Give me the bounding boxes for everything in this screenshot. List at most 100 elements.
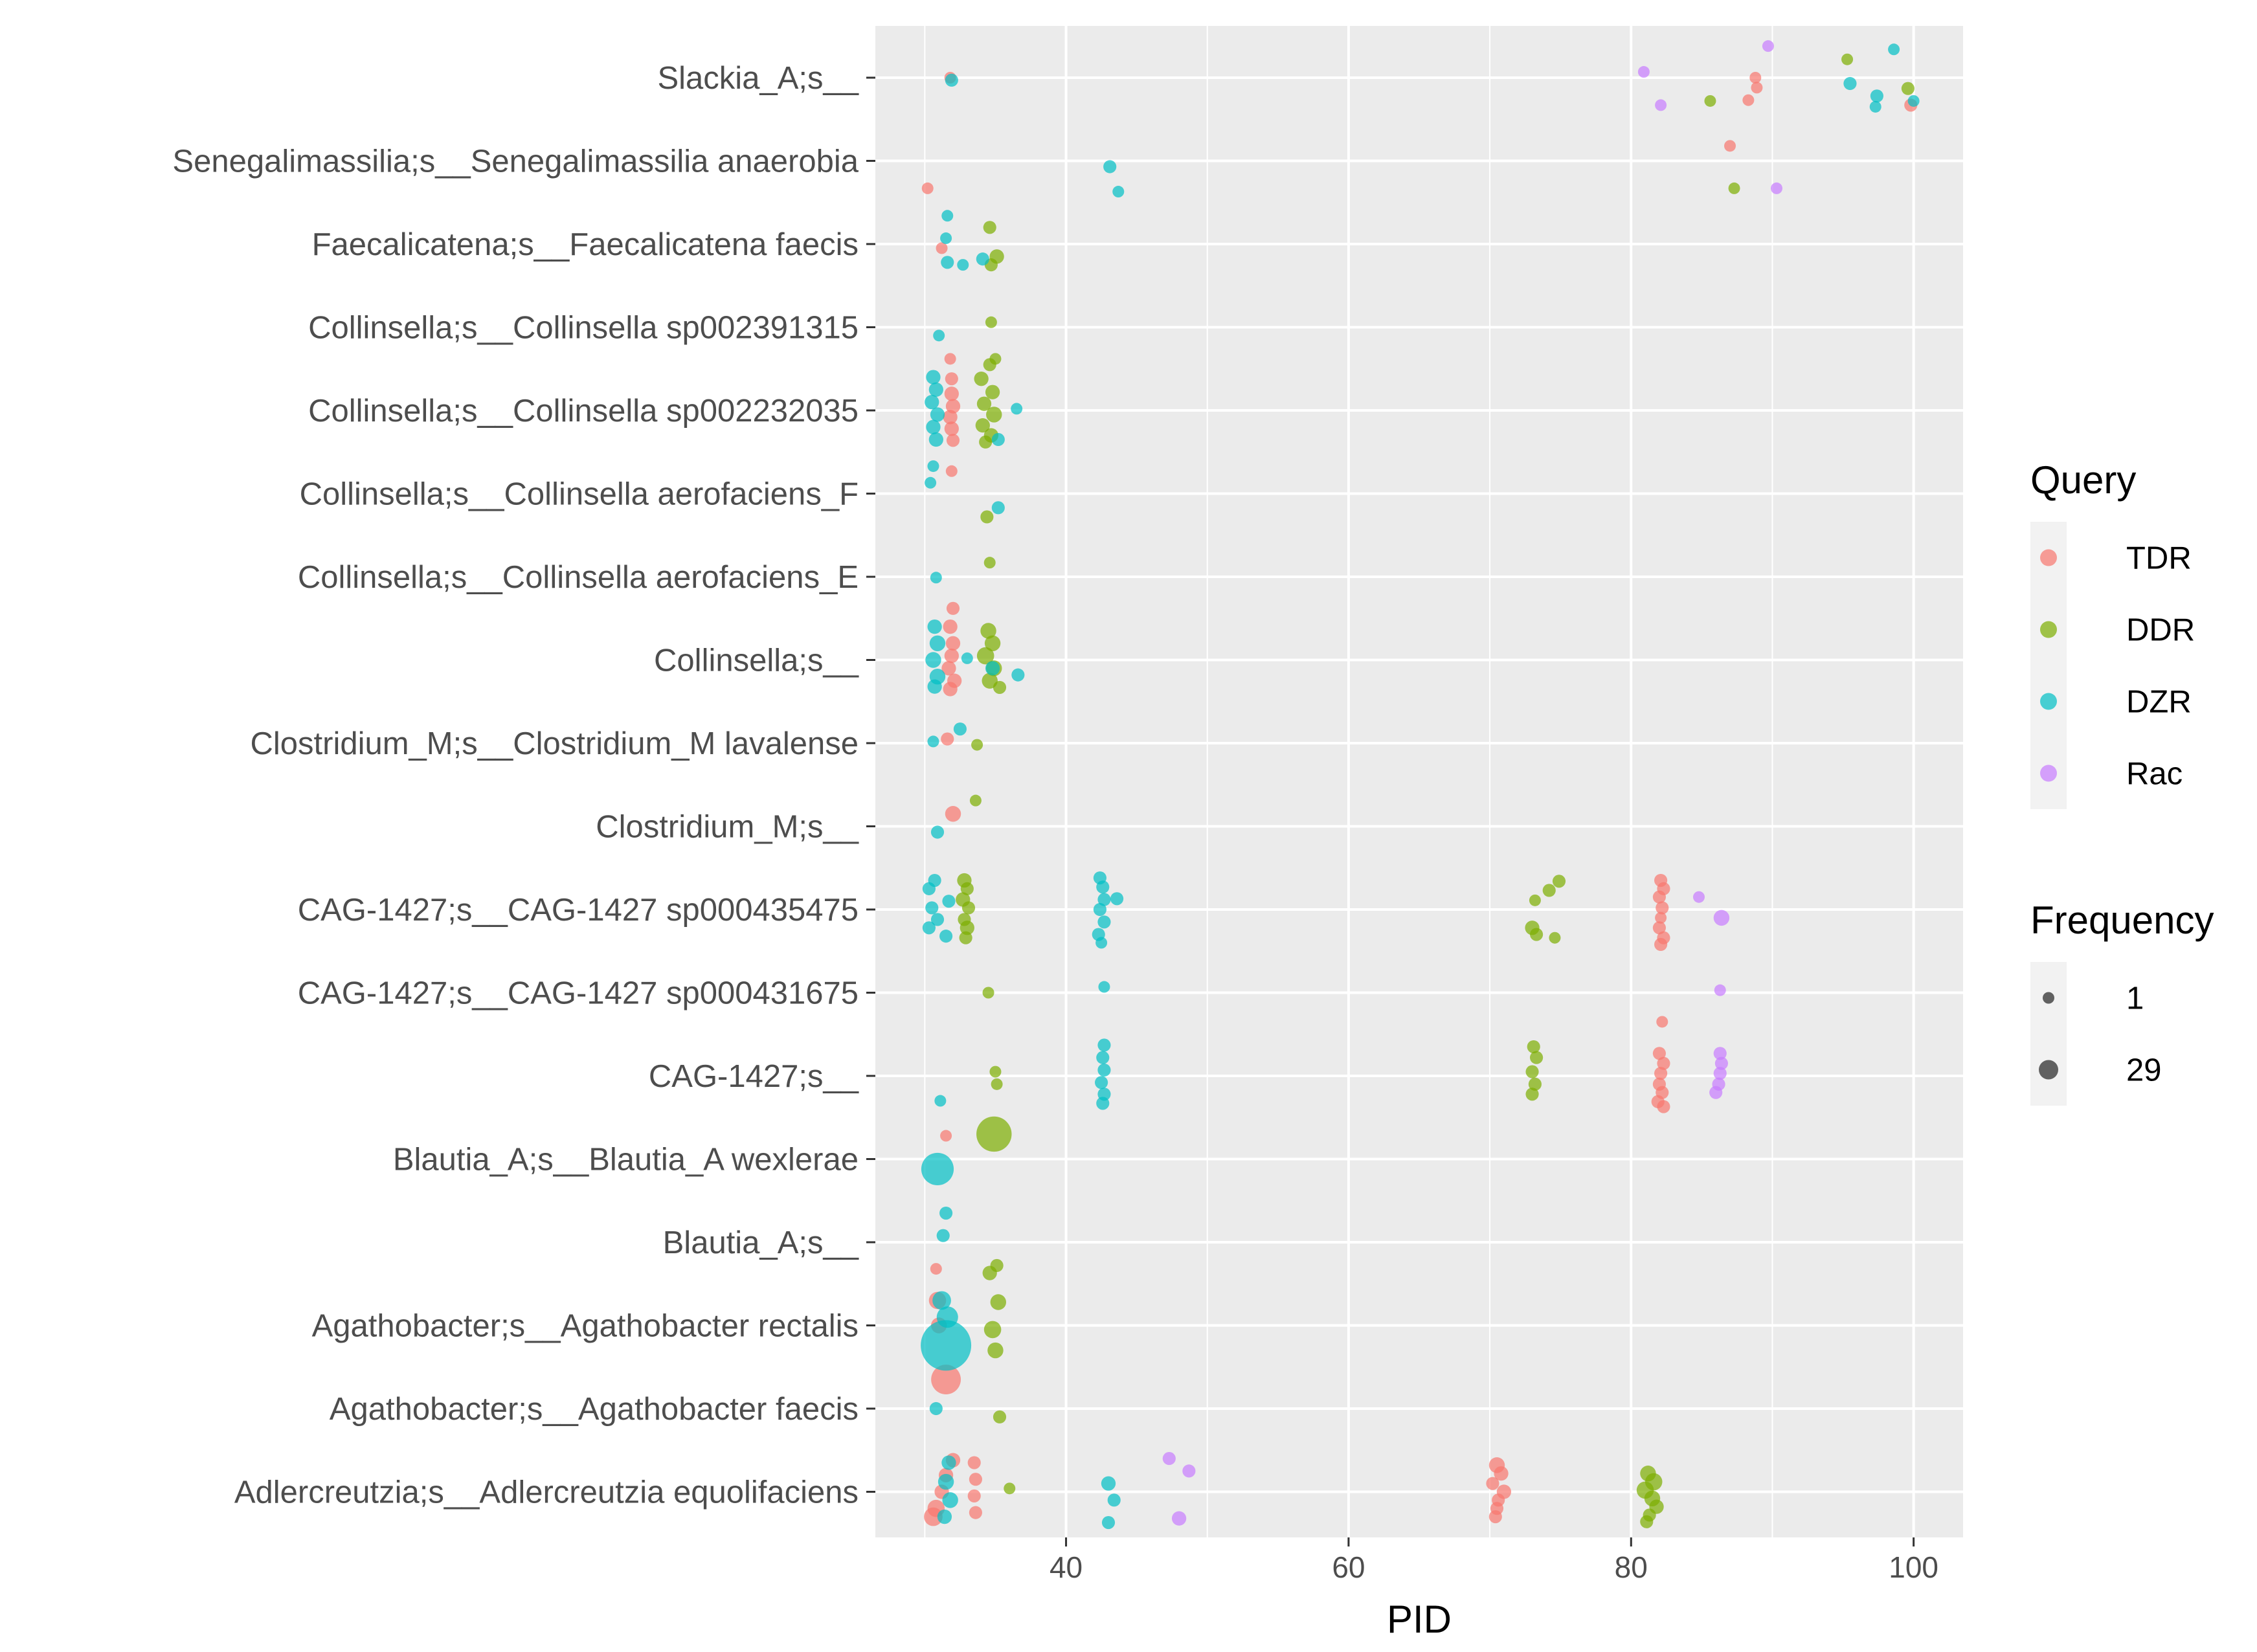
y-tick-label: Faecalicatena;s__Faecalicatena faecis: [312, 227, 859, 262]
legend-label-tdr: TDR: [2126, 541, 2192, 576]
x-major-grid: [1064, 26, 1915, 1537]
data-point: [1728, 182, 1740, 194]
data-point: [1762, 40, 1774, 52]
data-point: [1097, 1063, 1111, 1077]
x-axis: 40 60 80 100: [1050, 1537, 1938, 1584]
data-point: [927, 460, 939, 473]
legend-label-ddr: DDR: [2126, 613, 2195, 648]
y-tick-label: Collinsella;s__Collinsella aerofaciens_E: [298, 560, 859, 595]
data-point: [1097, 1038, 1111, 1052]
data-point: [1713, 1067, 1727, 1080]
data-point: [944, 353, 956, 365]
data-point: [942, 895, 956, 908]
data-point: [1888, 43, 1900, 56]
data-point: [1530, 1051, 1544, 1064]
data-point: [982, 987, 994, 999]
legend-label-dzr: DZR: [2126, 685, 2192, 720]
data-point: [1112, 186, 1125, 198]
data-point: [1656, 901, 1669, 915]
y-tick-label: Agathobacter;s__Agathobacter faecis: [330, 1392, 859, 1427]
legend-key-rac: [2040, 765, 2057, 782]
data-point: [1655, 911, 1667, 924]
data-point: [1171, 1511, 1187, 1526]
data-point: [943, 410, 958, 425]
data-point: [925, 395, 939, 410]
data-point: [974, 372, 989, 386]
series-ddr: [956, 53, 1915, 1528]
data-point: [1097, 893, 1111, 906]
data-point: [1530, 928, 1544, 941]
data-point: [924, 1507, 943, 1526]
y-grid: [875, 76, 1963, 1493]
data-point: [1869, 100, 1881, 113]
data-point: [925, 652, 941, 668]
data-point: [941, 1455, 956, 1470]
data-point: [980, 510, 994, 524]
data-point: [941, 661, 956, 676]
data-point: [940, 1130, 952, 1142]
data-point: [1637, 66, 1650, 78]
data-point: [961, 652, 973, 664]
data-point: [925, 476, 937, 489]
legend-key-ddr: [2040, 621, 2057, 638]
data-point: [1093, 902, 1106, 917]
data-point: [969, 794, 982, 807]
data-point: [1525, 1088, 1539, 1101]
data-point: [944, 648, 959, 664]
data-point: [922, 921, 936, 935]
data-point: [1714, 984, 1726, 996]
data-point: [984, 635, 1001, 652]
data-point: [971, 739, 983, 751]
data-point: [925, 901, 939, 915]
data-point: [929, 635, 946, 652]
data-point: [1095, 1076, 1108, 1089]
x-minor-grid: [924, 26, 1773, 1537]
data-point: [944, 421, 959, 436]
color-legend-title: Query: [2030, 458, 2136, 502]
data-point: [1656, 1016, 1668, 1028]
data-point: [991, 501, 1005, 515]
data-point: [976, 1116, 1012, 1152]
data-point: [936, 242, 948, 254]
data-point: [975, 418, 990, 433]
data-point: [945, 806, 961, 822]
data-point: [941, 732, 954, 746]
data-point: [1907, 95, 1920, 107]
data-point: [1841, 53, 1854, 65]
y-tick-label: Blautia_A;s__: [663, 1225, 859, 1260]
data-point: [939, 1206, 953, 1220]
data-point: [983, 221, 996, 234]
data-point: [985, 385, 1000, 399]
data-point: [1486, 1477, 1499, 1490]
color-legend: Query TDR DDR DZR Rac: [2030, 458, 2195, 809]
data-point: [945, 465, 958, 477]
data-point: [1095, 937, 1108, 949]
data-point: [976, 396, 992, 411]
data-point: [1527, 1040, 1540, 1054]
data-point: [930, 913, 945, 926]
data-point: [942, 1492, 958, 1508]
data-point: [1655, 99, 1667, 111]
data-point: [927, 619, 942, 634]
data-point: [983, 1321, 1002, 1339]
series-rac: [1162, 40, 1782, 1526]
data-point: [938, 1473, 954, 1490]
data-point: [945, 372, 958, 386]
data-point: [1101, 1476, 1116, 1491]
data-point: [1843, 76, 1857, 91]
color-legend-keys: TDR DDR DZR Rac: [2030, 522, 2195, 809]
data-point: [930, 1263, 942, 1275]
x-tick-label: 100: [1889, 1550, 1938, 1584]
data-point: [1654, 1067, 1668, 1080]
data-point: [980, 623, 996, 639]
data-point: [1107, 1493, 1121, 1507]
data-point: [1870, 89, 1883, 103]
data-point: [953, 722, 967, 736]
y-tick-label: CAG-1427;s__: [649, 1059, 859, 1094]
data-point: [982, 1266, 997, 1280]
data-point: [930, 572, 942, 584]
data-point: [991, 1078, 1003, 1090]
y-axis: Slackia_A;s__ Senegalimassilia;s__Senegal…: [172, 61, 875, 1510]
x-tick-label: 60: [1332, 1550, 1365, 1584]
data-point: [960, 882, 974, 895]
